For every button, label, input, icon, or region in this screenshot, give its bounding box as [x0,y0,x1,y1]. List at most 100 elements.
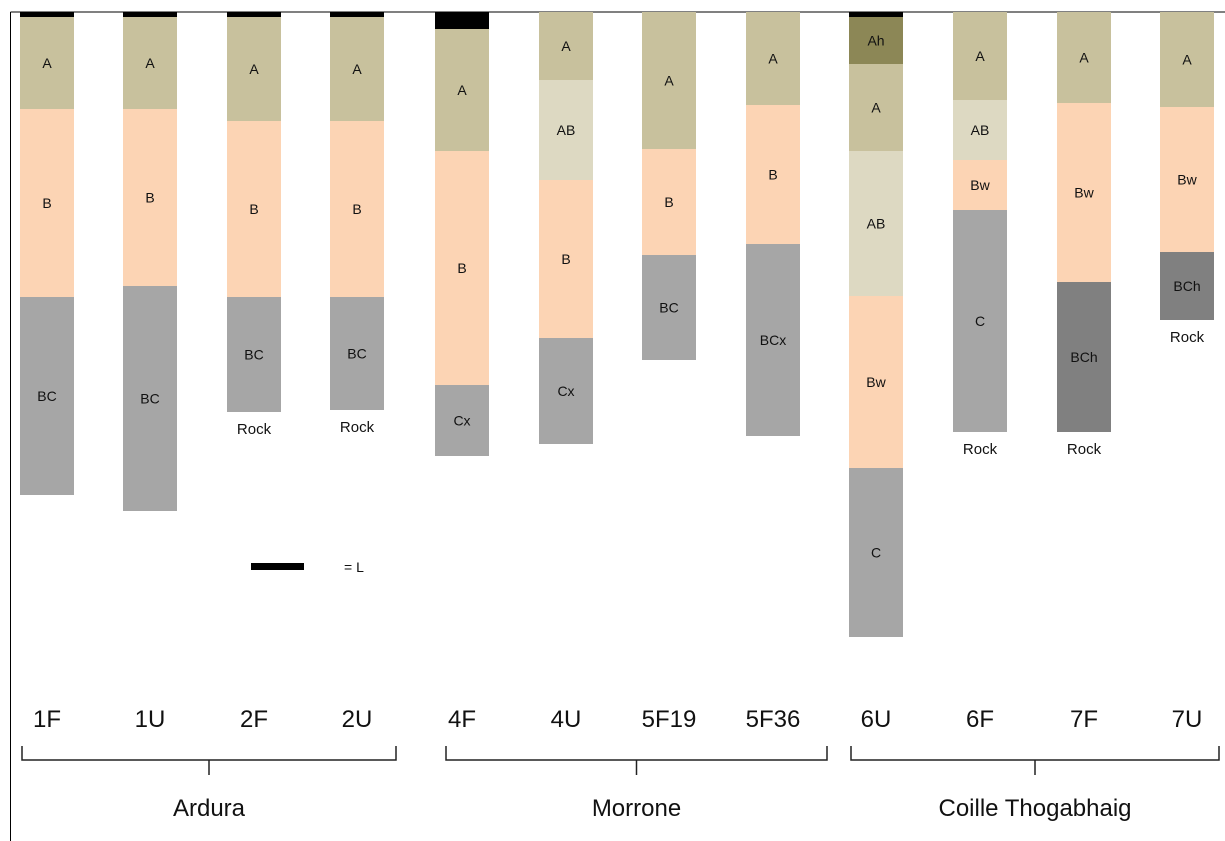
horizon-b-block [123,109,177,286]
horizon-b-block [642,149,696,255]
horizon-a-block [746,12,800,105]
horizon-c-block [330,297,384,410]
profile-id-label: 4F [448,706,476,733]
horizon-label: B [768,167,777,183]
horizon-label: A [768,51,778,67]
horizon-label: AB [867,216,886,232]
horizon-label: A [145,55,155,71]
horizon-label: B [561,251,570,267]
horizon-label: BCh [1070,349,1097,365]
rock-label: Rock [1067,441,1102,458]
horizon-c-block [642,255,696,360]
horizon-b-block [953,160,1007,210]
profile-2u: A B BC Rock 2U [330,12,384,733]
horizon-label: B [664,194,673,210]
horizon-l-block [123,12,177,17]
profile-4u: A AB B Cx 4U [539,12,593,733]
profile-1f: A B BC 1F [20,12,74,733]
site-group-ardura: Ardura [21,746,397,822]
horizon-label: BC [659,300,678,316]
horizon-label: A [249,61,259,77]
horizon-label: B [145,190,154,206]
horizon-l-block [20,12,74,17]
horizon-b-block [746,105,800,244]
horizon-label: BC [244,347,263,363]
profile-id-label: 1U [135,706,166,733]
site-bracket [445,746,828,775]
horizon-b-block [435,151,489,385]
rock-label: Rock [340,419,375,436]
horizon-a-block [1057,12,1111,103]
profile-7f: A Bw BCh Rock 7F [1057,12,1111,733]
horizon-b-block [1057,103,1111,282]
horizon-a-block [330,17,384,121]
horizon-label: BC [140,391,159,407]
horizon-label: C [975,313,985,329]
horizon-label: A [1182,52,1192,68]
horizon-label: B [352,201,361,217]
horizon-b-block [539,180,593,338]
horizon-l-block [330,12,384,17]
horizon-ab-block [539,80,593,180]
horizon-a-block [20,17,74,109]
horizon-label: Bw [866,374,886,390]
site-name-label: Coille Thogabhaig [938,795,1131,822]
horizon-label: A [664,73,674,89]
horizon-c-block [539,338,593,444]
horizon-c-block [746,244,800,436]
horizon-label: Cx [557,383,574,399]
horizon-b-block [849,296,903,468]
horizon-label: A [352,61,362,77]
site-group-morrone: Morrone [445,746,828,822]
horizon-a-block [227,17,281,121]
profile-id-label: 5F36 [746,706,801,733]
site-bracket [850,746,1220,775]
horizon-ch-block [1057,282,1111,432]
profile-1u: A B BC 1U [123,12,177,733]
horizon-b-block [330,121,384,297]
sites-layer: Ardura Morrone Coille Thogabhaig [21,746,1220,822]
profile-7u: A Bw BCh Rock 7U [1160,12,1214,733]
profile-6f: A AB Bw C Rock 6F [953,12,1007,733]
profile-5f36: A B BCx 5F36 [746,12,801,733]
horizon-b-block [20,109,74,297]
horizon-label: Bw [1074,185,1094,201]
horizon-a-block [539,12,593,80]
profile-4f: A B Cx 4F [435,12,489,733]
horizon-l-block [849,12,903,17]
profile-id-label: 2F [240,706,268,733]
horizon-label: BCx [760,332,786,348]
profile-id-label: 6U [861,706,892,733]
horizon-b-block [227,121,281,297]
horizon-label: Cx [453,413,470,429]
horizon-l-block [227,12,281,17]
horizon-l-block [435,12,489,29]
profile-id-label: 1F [33,706,61,733]
rock-label: Rock [1170,329,1205,346]
horizon-c-block [849,468,903,637]
horizon-a-block [1160,12,1214,107]
profile-2f: A B BC Rock 2F [227,12,281,733]
horizon-ah-block [849,17,903,64]
profile-id-label: 2U [342,706,373,733]
horizon-label: B [249,201,258,217]
horizon-a-block [123,17,177,109]
horizon-label: AB [971,122,990,138]
profile-6u: Ah A AB Bw C 6U [849,12,903,733]
horizon-a-block [953,12,1007,100]
legend-label: = L [344,559,364,575]
horizon-label: A [975,48,985,64]
profile-id-label: 7U [1172,706,1203,733]
horizon-ab-block [953,100,1007,160]
horizon-label: A [871,100,881,116]
profile-id-label: 5F19 [642,706,697,733]
horizon-label: Bw [1177,172,1197,188]
profile-id-label: 4U [551,706,582,733]
horizon-label: AB [557,122,576,138]
horizon-label: Ah [867,33,884,49]
legend-swatch [251,563,304,570]
profile-id-label: 6F [966,706,994,733]
horizon-label: A [42,55,52,71]
site-name-label: Ardura [173,795,246,822]
